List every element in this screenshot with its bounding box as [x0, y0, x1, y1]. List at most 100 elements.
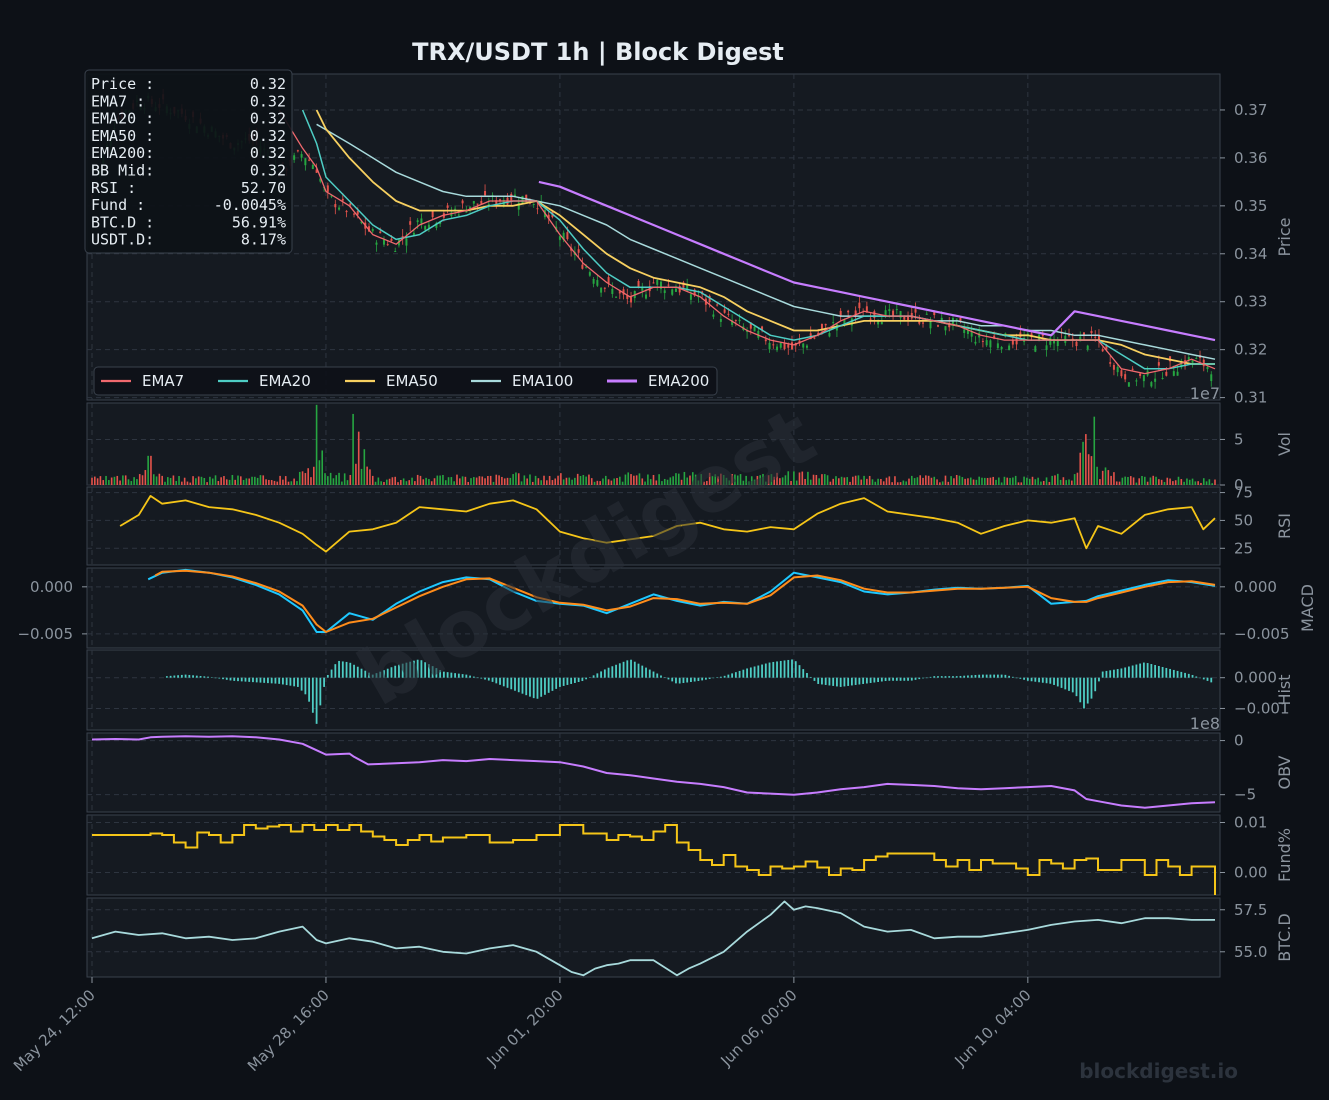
volume-bar [225, 479, 228, 485]
hist-bar [1023, 677, 1025, 680]
hist-bar [888, 677, 891, 681]
volume-bar [607, 479, 610, 485]
candle-body [626, 295, 629, 299]
candle-body [585, 266, 588, 268]
candle-body [1176, 371, 1179, 376]
hist-bar [218, 677, 221, 679]
info-label: BTC.D : [91, 213, 154, 231]
volume-bar [576, 473, 579, 485]
hist-bar [701, 677, 704, 681]
hist-bar [970, 675, 973, 678]
volume-bar [332, 478, 335, 485]
candle-body [1172, 371, 1175, 376]
hist-bar [955, 676, 958, 678]
volume-bar [254, 476, 256, 485]
volume-bar [189, 482, 192, 485]
candle-body [1187, 357, 1190, 360]
volume-bar [503, 478, 506, 485]
hist-bar [1120, 668, 1123, 678]
hist-bar [338, 660, 340, 678]
hist-bar [1083, 677, 1085, 709]
hist-bar [761, 664, 763, 678]
hist-bar [588, 677, 591, 678]
hist-bar [1045, 677, 1048, 684]
volume-bar [753, 479, 756, 485]
candle-body [940, 317, 943, 322]
volume-bar [602, 478, 604, 485]
volume-bar [916, 477, 919, 485]
volume-bar [315, 404, 318, 485]
candle-body [731, 320, 734, 325]
volume-bar [812, 474, 815, 485]
hist-bar [903, 677, 906, 681]
volume-bar [147, 455, 149, 485]
hist-bar [356, 666, 359, 678]
candle-body [1157, 362, 1160, 366]
volume-bar [458, 478, 461, 485]
volume-bar [1107, 470, 1110, 485]
candle-body [592, 278, 595, 284]
volume-bar [473, 477, 475, 485]
volume-bar [220, 477, 222, 485]
volume-bar [273, 480, 276, 485]
legend-label-3: EMA100 [512, 372, 573, 390]
volume-bar [1051, 475, 1053, 485]
volume-bar [138, 474, 141, 485]
candle-body [1120, 370, 1123, 377]
macd-line [147, 568, 1216, 633]
hist-bar [854, 677, 857, 685]
hist-bar [862, 677, 865, 684]
volume-bar [234, 479, 236, 485]
volume-bar [868, 475, 871, 485]
volume-bar [728, 480, 731, 485]
volume-bar [394, 476, 397, 485]
candle-body [1180, 362, 1183, 368]
volume-bar [610, 480, 613, 485]
volume-bar [885, 477, 888, 485]
hist-bar [727, 674, 730, 678]
volume-bar [998, 477, 1000, 485]
hist-bar [442, 671, 445, 678]
hist-bar [925, 677, 928, 679]
candle-body [296, 150, 299, 152]
candle-body [1097, 334, 1100, 341]
candle-body [409, 221, 412, 225]
volume-bar [560, 473, 562, 485]
ema100-line [316, 123, 1216, 360]
ytick-label-price-5: 0.36 [1234, 149, 1267, 167]
volume-bar [902, 480, 905, 485]
hist-bar [787, 659, 790, 678]
volume-bar [568, 477, 571, 485]
volume-bar [200, 476, 203, 485]
volume-bar [321, 450, 324, 485]
volume-bar [725, 477, 728, 485]
hist-bar [731, 673, 734, 678]
candle-body [1154, 378, 1157, 382]
volume-bar [1096, 466, 1098, 485]
candle-body [1206, 366, 1209, 370]
volume-bar [711, 475, 714, 485]
hist-bar [237, 677, 239, 682]
candle-body [839, 310, 842, 316]
volume-bar [161, 475, 163, 485]
volume-bar [579, 475, 582, 485]
volume-bar [211, 478, 214, 485]
hist-bar [850, 677, 853, 686]
volume-bar [852, 476, 854, 485]
info-label: Fund : [91, 196, 145, 214]
volume-bar [804, 478, 806, 485]
hist-bar [899, 677, 902, 681]
volume-bar [967, 478, 969, 485]
candle-body [1079, 336, 1082, 342]
hist-bar [341, 661, 344, 678]
ylabel-rsi: RSI [1275, 513, 1294, 539]
volume-bar [91, 477, 93, 485]
volume-bar [242, 479, 245, 485]
candle-body [1210, 374, 1213, 382]
volume-bar [784, 475, 787, 485]
volume-bar [341, 481, 343, 485]
candle-body [659, 281, 662, 289]
volume-bar [888, 476, 891, 485]
hist-bar [536, 677, 539, 699]
panel-obv: 0 −5 OBV 1e8 [86, 714, 1294, 813]
